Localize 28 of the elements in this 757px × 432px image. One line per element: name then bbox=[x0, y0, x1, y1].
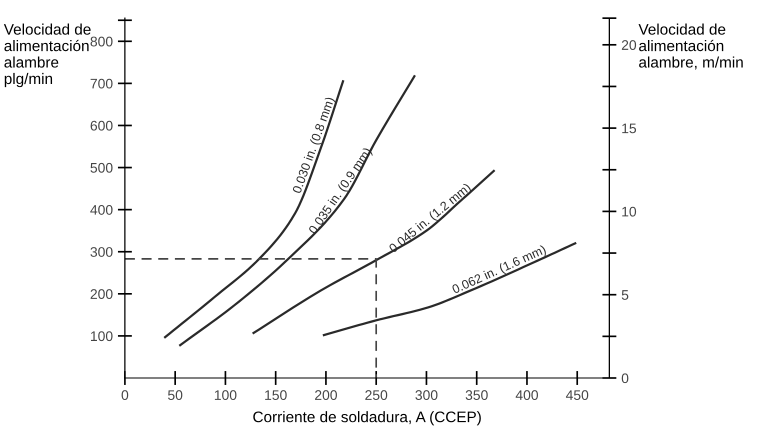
x-tick-label: 300 bbox=[415, 390, 438, 400]
x-tick-label: 0 bbox=[122, 390, 128, 400]
x-tick-label: 250 bbox=[365, 390, 388, 400]
x-tick-label: 350 bbox=[466, 390, 488, 400]
x-tick-label: 150 bbox=[265, 390, 287, 400]
x-tick-label: 200 bbox=[315, 390, 337, 400]
y-tick-label: 500 bbox=[90, 162, 113, 173]
y2-axis-title: Velocidad de alimentación alambre, m/min bbox=[638, 24, 743, 70]
y-tick-label: 300 bbox=[90, 247, 113, 257]
y-tick-label: 100 bbox=[90, 331, 113, 342]
y2-tick-label: 10 bbox=[622, 206, 636, 217]
y2-tick-label: 15 bbox=[622, 124, 636, 134]
x-axis-title: Corriente de soldadura, A (CCEP) bbox=[253, 411, 481, 426]
y2-tick-label: 20 bbox=[622, 40, 636, 50]
y-tick-label: 700 bbox=[90, 78, 113, 89]
x-tick-label: 450 bbox=[566, 390, 588, 400]
y2-tick-label: 5 bbox=[622, 290, 628, 300]
y-tick-label: 600 bbox=[90, 120, 113, 131]
y-tick-label: 400 bbox=[90, 204, 113, 215]
text: 0.062 in. (1.6 mm) bbox=[451, 244, 548, 296]
text: 0.030 in. (0.8 mm) bbox=[292, 96, 337, 195]
x-tick-label: 50 bbox=[168, 390, 182, 400]
y-tick-label: 200 bbox=[90, 289, 113, 299]
y2-tick-label: 0 bbox=[622, 373, 628, 384]
y-axis-title: Velocidad de alimentación alambre plg/min bbox=[4, 24, 91, 88]
x-tick-label: 100 bbox=[214, 390, 236, 400]
y-tick-label: 800 bbox=[90, 36, 113, 46]
x-tick-label: 400 bbox=[516, 390, 538, 400]
